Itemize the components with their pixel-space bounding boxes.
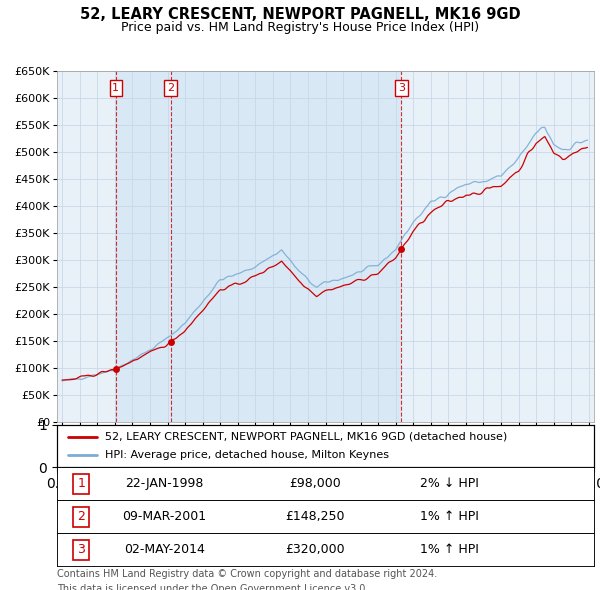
Text: 3: 3	[398, 83, 405, 93]
Text: Contains HM Land Registry data © Crown copyright and database right 2024.: Contains HM Land Registry data © Crown c…	[57, 569, 437, 579]
Text: 1: 1	[77, 477, 85, 490]
Text: 52, LEARY CRESCENT, NEWPORT PAGNELL, MK16 9GD (detached house): 52, LEARY CRESCENT, NEWPORT PAGNELL, MK1…	[106, 432, 508, 442]
Text: 52, LEARY CRESCENT, NEWPORT PAGNELL, MK16 9GD: 52, LEARY CRESCENT, NEWPORT PAGNELL, MK1…	[80, 7, 520, 22]
Text: 2% ↓ HPI: 2% ↓ HPI	[419, 477, 478, 490]
Text: 02-MAY-2014: 02-MAY-2014	[124, 543, 205, 556]
Text: Price paid vs. HM Land Registry's House Price Index (HPI): Price paid vs. HM Land Registry's House …	[121, 21, 479, 34]
Text: 1% ↑ HPI: 1% ↑ HPI	[419, 510, 478, 523]
Text: 22-JAN-1998: 22-JAN-1998	[125, 477, 203, 490]
Text: £320,000: £320,000	[285, 543, 344, 556]
Text: 1% ↑ HPI: 1% ↑ HPI	[419, 543, 478, 556]
Text: £98,000: £98,000	[289, 477, 341, 490]
Bar	[116, 71, 171, 422]
Text: 2: 2	[167, 83, 174, 93]
Text: HPI: Average price, detached house, Milton Keynes: HPI: Average price, detached house, Milt…	[106, 450, 389, 460]
Text: £148,250: £148,250	[285, 510, 344, 523]
Text: 3: 3	[77, 543, 85, 556]
Text: 1: 1	[112, 83, 119, 93]
Text: 2: 2	[77, 510, 85, 523]
Text: This data is licensed under the Open Government Licence v3.0.: This data is licensed under the Open Gov…	[57, 584, 368, 590]
Bar	[171, 71, 401, 422]
Text: 09-MAR-2001: 09-MAR-2001	[122, 510, 206, 523]
